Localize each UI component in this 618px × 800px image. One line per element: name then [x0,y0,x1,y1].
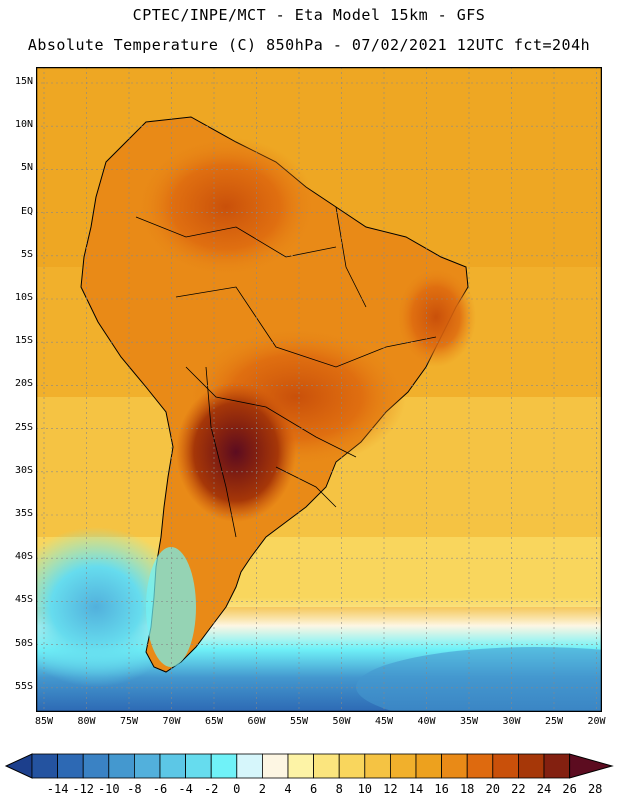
legend-swatch [543,753,571,779]
lat-label: 55S [14,680,33,692]
legend-swatch [518,753,545,779]
legend-label: -12 [72,782,95,796]
lat-label: 40S [14,551,33,563]
cold-andes-patagonia [146,547,196,667]
lat-label: 45S [14,594,33,606]
legend-swatch [492,753,519,779]
lat-label: 30S [14,464,33,476]
legend-swatch [108,753,135,779]
lat-label: 15N [14,76,33,87]
legend-swatch [261,753,289,779]
legend-arrow-high [569,753,614,779]
legend-swatch [31,753,59,779]
legend-label: 8 [335,782,343,796]
lat-label: EQ [20,205,33,217]
legend-label: 10 [357,782,373,796]
lon-label: 35W [459,716,479,727]
legend-swatch [466,753,494,779]
lat-label: 10S [14,292,33,303]
lon-label: 20W [587,716,606,727]
lat-label: 35S [14,508,33,519]
legend-label: 4 [284,782,292,796]
legend-label: -10 [97,782,120,796]
hot-north-area [136,137,316,277]
map-title: CPTEC/INPE/MCT - Eta Model 15km - GFS [132,6,486,24]
legend-label: -2 [203,782,219,796]
legend-swatch [210,753,238,779]
map-border [36,67,602,712]
temperature-map[interactable] [36,67,602,712]
lon-label: 50W [332,716,351,727]
legend-label: 20 [485,782,501,796]
cold-atlantic-south [356,647,602,712]
legend-label: 14 [408,782,424,796]
legend-label: -4 [178,782,193,796]
lon-label: 60W [247,716,266,727]
lon-label: 55W [289,716,309,727]
legend-label: -14 [46,782,69,796]
legend-label: 26 [562,782,577,796]
legend-swatch [313,753,340,779]
lon-label: 25W [544,716,564,727]
legend-label: 18 [459,782,475,796]
legend-label: 16 [434,782,449,796]
hot-northeast-area [396,267,476,367]
lon-label: 75W [119,716,139,727]
legend-label: 6 [309,782,318,796]
legend-swatch [441,753,468,779]
lon-label: 40W [417,716,436,727]
legend-label: 22 [511,782,526,796]
lon-label: 70W [162,716,181,727]
legend-arrow-low [4,753,33,779]
legend-label: 12 [383,782,398,796]
lon-label: 85W [34,716,54,727]
legend-label: 24 [536,782,552,796]
map-subtitle: Absolute Temperature (C) 850hPa - 07/02/… [27,36,591,54]
lat-label: 5S [20,248,33,260]
legend-label: 2 [258,782,266,796]
grid-lines [36,67,602,712]
legend-swatch [159,753,187,779]
legend-swatch [287,753,315,779]
lon-label: 45W [374,716,394,727]
lon-label: 65W [204,716,224,727]
legend-label: -8 [127,782,142,796]
lon-label: 30W [502,716,521,727]
hot-core-area [176,382,296,522]
legend-swatch [82,753,110,779]
legend-label: 0 [233,782,241,796]
color-legend-bar [4,753,614,779]
legend-swatch [364,753,391,779]
legend-swatch [389,753,417,779]
legend-swatch [236,753,263,779]
lat-label: 15S [14,335,33,347]
legend-label: 28 [587,782,603,796]
legend-swatch [133,753,161,779]
legend-swatch [185,753,212,779]
lat-label: 5N [20,162,33,174]
lat-label: 20S [14,378,33,390]
lon-label: 80W [77,716,96,727]
legend-swatch [338,753,366,779]
lat-label: 50S [14,637,33,649]
country-borders [135,206,437,538]
lat-label: 10N [14,119,33,131]
lat-label: 25S [14,421,33,433]
legend-swatch [415,753,443,779]
legend-label: -6 [152,782,168,796]
legend-swatch [57,753,84,779]
